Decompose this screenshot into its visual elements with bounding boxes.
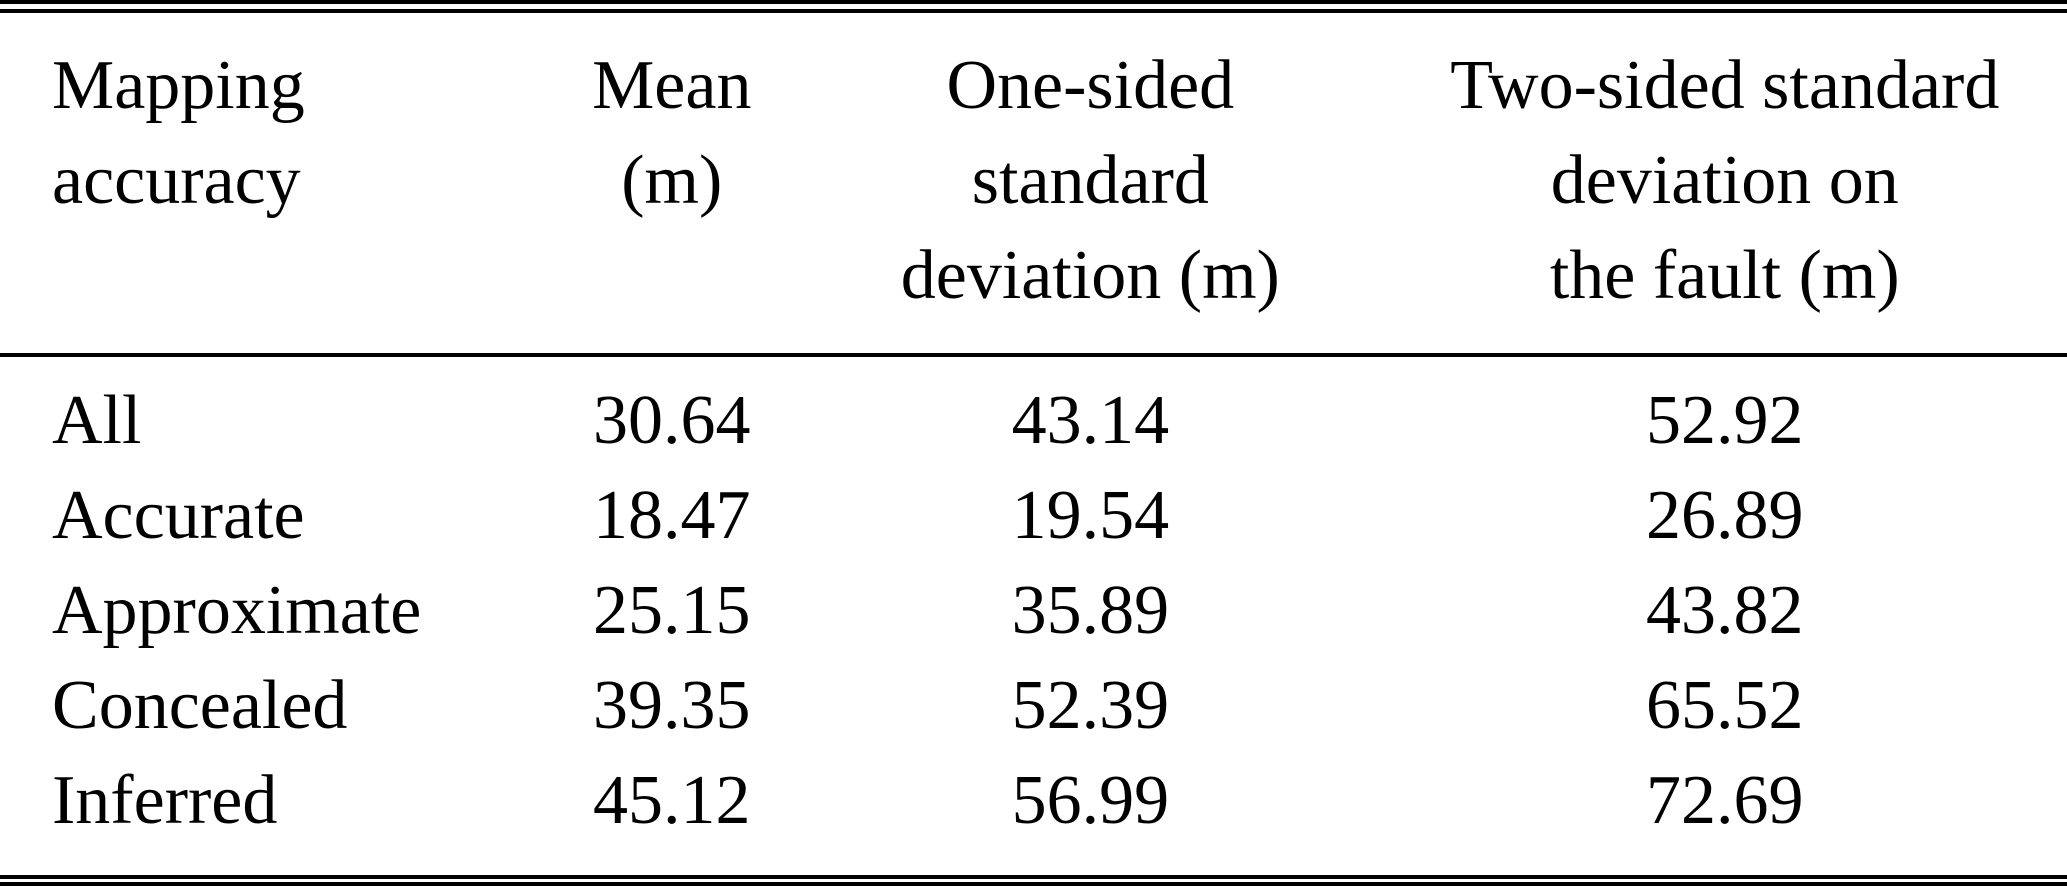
header-line: One-sided (946, 47, 1235, 124)
cell-mean: 25.15 (593, 572, 751, 649)
cell-one-sided-std: 19.54 (1011, 477, 1170, 554)
header-line: standard (971, 142, 1209, 219)
cell-two-sided-std: 43.82 (1646, 572, 1804, 649)
column-header-mapping-accuracy: Mapping accuracy (0, 13, 476, 357)
cell-two-sided-std: 26.89 (1646, 477, 1804, 554)
header-line: Mapping (52, 47, 305, 124)
row-label: Concealed (52, 667, 348, 744)
header-line: deviation (m) (900, 237, 1280, 314)
header-line: Two-sided standard (1450, 47, 2000, 124)
cell-mean: 18.47 (593, 477, 751, 554)
mapping-accuracy-table: Mapping accuracy Mean (m) One-sided stan… (0, 13, 2067, 848)
header-line: Mean (592, 47, 752, 124)
cell-one-sided-std: 43.14 (1011, 382, 1170, 459)
table-header: Mapping accuracy Mean (m) One-sided stan… (0, 13, 2067, 357)
header-line: accuracy (52, 142, 301, 219)
table-row-concealed: Concealed 39.35 52.39 65.52 (0, 658, 2067, 753)
cell-two-sided-std: 72.69 (1646, 762, 1804, 839)
table-row-inferred: Inferred 45.12 56.99 72.69 (0, 753, 2067, 848)
cell-mean: 39.35 (593, 667, 751, 744)
header-line: the fault (m) (1549, 237, 1900, 314)
row-label: Inferred (52, 762, 278, 839)
cell-mean: 45.12 (593, 762, 751, 839)
header-row: Mapping accuracy Mean (m) One-sided stan… (0, 13, 2067, 357)
column-header-one-sided-std: One-sided standard deviation (m) (868, 13, 1313, 357)
row-label: Approximate (52, 572, 422, 649)
cell-two-sided-std: 52.92 (1646, 382, 1804, 459)
table-body: All 30.64 43.14 52.92 Accurate 18.47 19.… (0, 355, 2067, 848)
table-row-all: All 30.64 43.14 52.92 (0, 355, 2067, 468)
row-label: Accurate (52, 477, 305, 554)
header-line: (m) (621, 142, 723, 219)
column-header-two-sided-std: Two-sided standard deviation on the faul… (1312, 13, 2067, 357)
cell-mean: 30.64 (593, 382, 751, 459)
table-row-accurate: Accurate 18.47 19.54 26.89 (0, 468, 2067, 563)
cell-one-sided-std: 52.39 (1011, 667, 1170, 744)
column-header-mean: Mean (m) (475, 13, 869, 357)
cell-one-sided-std: 56.99 (1011, 762, 1170, 839)
cell-two-sided-std: 65.52 (1646, 667, 1804, 744)
row-label: All (52, 382, 142, 459)
header-line: deviation on (1550, 142, 1899, 219)
cell-one-sided-std: 35.89 (1011, 572, 1170, 649)
table-row-approximate: Approximate 25.15 35.89 43.82 (0, 563, 2067, 658)
